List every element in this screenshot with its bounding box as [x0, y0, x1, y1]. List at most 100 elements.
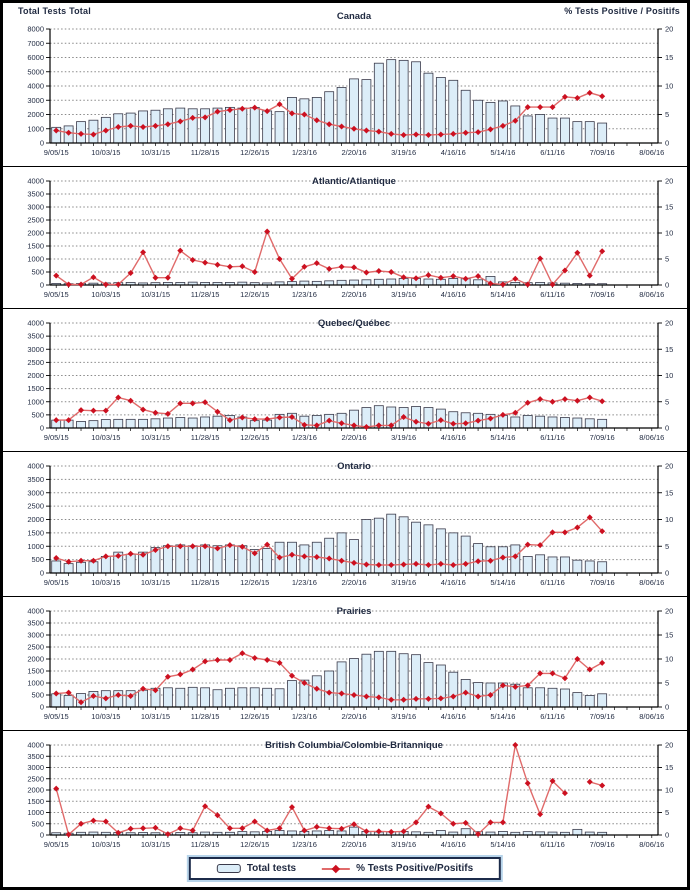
total-tests-bar [200, 687, 211, 708]
pct-positive-marker [537, 396, 544, 403]
pct-positive-marker [425, 561, 432, 568]
left-tick-label: 2000 [27, 786, 44, 795]
right-tick-label: 20 [665, 741, 673, 750]
pct-positive-marker [351, 692, 357, 698]
pct-positive-marker [90, 692, 97, 699]
total-tests-bar [225, 687, 235, 708]
pct-positive-marker [537, 670, 544, 677]
pct-positive-marker [115, 394, 122, 401]
pct-positive-marker [487, 415, 494, 422]
total-tests-bar [522, 687, 533, 708]
total-tests-bar [162, 545, 173, 574]
pct-positive-marker [475, 693, 482, 700]
total-tests-bar [349, 826, 359, 836]
total-tests-bar [187, 686, 198, 708]
x-tick-label: 6/11/16 [540, 712, 564, 721]
pct-positive-marker [276, 414, 283, 421]
x-tick-label: 12/26/15 [240, 712, 269, 721]
legend-item-total-tests: Total tests [216, 863, 296, 874]
right-tick-label: 0 [665, 139, 669, 148]
pct-positive-marker [127, 397, 134, 404]
pct-positive-marker [90, 407, 97, 414]
total-tests-bar [349, 658, 359, 708]
total-tests-bar [584, 695, 595, 708]
right-tick-label: 0 [665, 569, 669, 578]
pct-positive-marker [239, 825, 246, 832]
x-tick-label: 5/14/16 [490, 433, 515, 442]
x-tick-label: 7/09/16 [590, 578, 615, 587]
pct-positive-marker [450, 820, 457, 827]
total-tests-bar [547, 556, 558, 574]
total-tests-bar [212, 415, 223, 429]
left-tick-label: 1000 [27, 397, 44, 406]
pct-positive-marker [537, 104, 544, 111]
pct-positive-marker [65, 129, 72, 136]
left-tick-label: 3000 [27, 631, 44, 640]
pct-positive-marker [102, 407, 109, 414]
pct-positive-marker [288, 275, 295, 282]
left-tick-label: 3000 [27, 96, 44, 105]
pct-positive-marker [202, 658, 209, 665]
chart-svg: 0 500 1000 1500 2000 2500 3000 3500 4000 0 5 10 15 20… [27, 176, 673, 299]
pct-positive-marker [462, 275, 469, 282]
pct-positive-marker [388, 828, 395, 835]
pct-positive-marker [586, 89, 593, 96]
panel-title: Atlantic/Atlantique [312, 176, 396, 187]
x-tick-label: 4/16/16 [441, 290, 466, 299]
left-tick-label: 3500 [27, 332, 44, 341]
x-tick-label: 8/06/16 [639, 840, 664, 849]
left-tick-label: 5000 [27, 67, 44, 76]
pct-positive-marker [65, 831, 72, 838]
x-tick-label: 1/23/16 [292, 290, 317, 299]
pct-positive-marker [425, 803, 432, 810]
total-tests-bar [336, 279, 347, 286]
right-tick-label: 0 [665, 281, 669, 290]
pct-positive-marker [413, 275, 420, 282]
x-tick-label: 3/19/16 [391, 148, 416, 157]
x-tick-label: 8/06/16 [639, 578, 664, 587]
pct-positive-marker [524, 399, 531, 406]
total-tests-bar [373, 278, 384, 286]
x-tick-label: 10/31/15 [141, 840, 170, 849]
left-tick-label: 3500 [27, 619, 44, 628]
total-tests-bar [76, 561, 86, 574]
pct-positive-marker [288, 672, 295, 679]
pct-positive-marker [177, 671, 184, 678]
pct-positive-marker [462, 420, 469, 427]
total-tests-bar [386, 278, 397, 286]
pct-positive-marker [313, 823, 320, 830]
total-tests-bar [324, 91, 335, 144]
pct-positive-marker [586, 272, 593, 279]
pct-positive-marker [78, 281, 85, 288]
pct-positive-marker [599, 528, 606, 535]
pct-positive-marker [413, 560, 420, 567]
pct-positive-marker [152, 546, 159, 553]
pct-positive-marker [164, 274, 171, 281]
right-tick-label: 20 [665, 25, 673, 34]
total-tests-bar [535, 687, 546, 708]
pct-positive-marker [164, 410, 171, 417]
right-tick-label: 0 [665, 831, 669, 840]
pct-positive-marker [202, 399, 209, 406]
pct-positive-marker [475, 417, 482, 424]
total-tests-bar [535, 415, 546, 429]
pct-positive-marker [512, 553, 519, 560]
pct-positive-marker [437, 560, 444, 567]
pct-positive-marker [214, 545, 221, 552]
pct-positive-marker [78, 407, 85, 414]
x-tick-label: 7/09/16 [590, 840, 615, 849]
panel-title: Ontario [337, 461, 371, 472]
pct-positive-marker [115, 552, 122, 559]
pct-positive-marker [388, 696, 395, 703]
panel-title: Canada [337, 11, 372, 22]
pct-positive-marker [276, 554, 283, 561]
x-tick-label: 12/26/15 [240, 148, 269, 157]
x-tick-label: 11/28/15 [191, 578, 220, 587]
left-tick-label: 1000 [27, 255, 44, 264]
right-tick-label: 10 [665, 515, 673, 524]
total-tests-bar [547, 117, 558, 144]
pct-positive-marker [53, 127, 60, 134]
right-tick-label: 15 [665, 488, 673, 497]
right-tick-label: 15 [665, 631, 673, 640]
x-tick-label: 3/19/16 [391, 433, 416, 442]
